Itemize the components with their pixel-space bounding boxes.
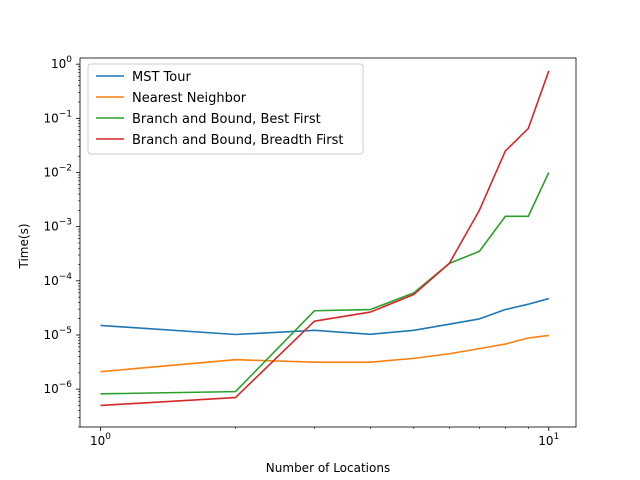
- y-tick-label: 10−6: [43, 380, 72, 396]
- series-layer: [100, 70, 550, 407]
- y-tick-label: 10−4: [43, 272, 72, 288]
- legend-label-3: Branch and Bound, Best First: [132, 112, 321, 127]
- legend-label-2: Nearest Neighbor: [132, 91, 247, 106]
- y-tick-label: 10−1: [43, 109, 72, 125]
- x-tick-label: 100: [90, 432, 111, 448]
- legend: MST Tour Nearest Neighbor Branch and Bound…: [87, 63, 364, 155]
- y-axis-ticks: 10−6 10−5 10−4 10−3 10−2 10−1 100: [43, 55, 80, 428]
- series-line-4: [100, 70, 550, 407]
- legend-box: [87, 63, 364, 155]
- x-tick-label: 101: [538, 432, 559, 448]
- x-axis-ticks: 100 101: [90, 427, 559, 448]
- legend-label-4: Branch and Bound, Breadth First: [132, 133, 343, 148]
- x-axis-label: Number of Locations: [266, 461, 390, 475]
- y-tick-label: 100: [51, 55, 72, 71]
- y-tick-label: 10−5: [43, 326, 72, 342]
- y-axis-label: Time(s): [17, 224, 31, 270]
- y-tick-label: 10−3: [43, 218, 72, 234]
- series-line-2: [100, 334, 549, 373]
- legend-label-1: MST Tour: [132, 70, 191, 85]
- series-line-1: [100, 297, 550, 336]
- axes-frame: [79, 57, 577, 428]
- y-tick-label: 10−2: [43, 163, 72, 179]
